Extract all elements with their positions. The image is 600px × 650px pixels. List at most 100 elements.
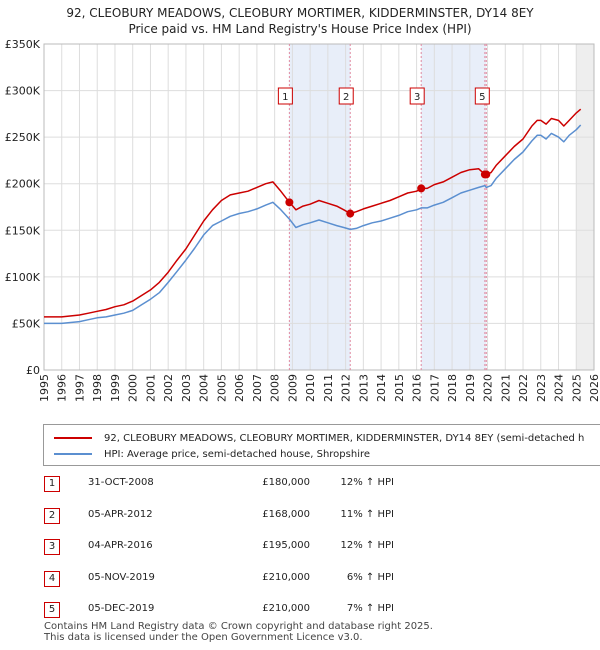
sale-price: £168,000 [262, 508, 310, 520]
sale-box [409, 87, 425, 105]
x-tick-label: 2003 [180, 374, 193, 402]
sale-point [482, 170, 491, 179]
chart-subtitle: Price paid vs. HM Land Registry's House … [128, 22, 472, 36]
sale-box-label: 1 [282, 92, 288, 103]
y-tick-label: £300K [5, 85, 41, 98]
sale-box-label: 5 [479, 92, 485, 103]
x-tick-label: 2009 [286, 374, 299, 402]
y-tick-label: £0 [26, 364, 40, 377]
x-tick-label: 2000 [127, 374, 140, 402]
sale-number: 5 [44, 602, 60, 618]
sale-marker-boxes: 1 2 3 5 [277, 87, 490, 105]
x-tick-label: 2006 [233, 374, 246, 402]
sale-row: 1 31-OCT-2008 £180,000 12% ↑ HPI [44, 472, 544, 504]
footer-attribution: Contains HM Land Registry data © Crown c… [44, 621, 433, 643]
sale-row: 3 04-APR-2016 £195,000 12% ↑ HPI [44, 535, 544, 567]
chart-title-address: 92, CLEOBURY MEADOWS, CLEOBURY MORTIMER,… [66, 6, 534, 20]
x-tick-label: 2024 [553, 374, 566, 402]
legend-swatch-hpi [54, 453, 92, 455]
x-tick-label: 2012 [340, 374, 353, 402]
y-axis-ticks: £0 £50K £100K £150K £200K £250K £300K £350K [5, 38, 41, 377]
x-tick-label: 1999 [109, 374, 122, 402]
sale-date: 04-APR-2016 [88, 540, 153, 551]
sale-number: 3 [44, 539, 60, 555]
sale-number: 4 [44, 570, 60, 587]
sale-box [277, 87, 293, 105]
x-tick-label: 2011 [322, 374, 335, 402]
sale-period-shading [289, 44, 594, 370]
x-tick-label: 2008 [269, 374, 282, 402]
sale-row: 5 05-DEC-2019 £210,000 7% ↑ HPI [44, 598, 544, 630]
footer-copyright: Contains HM Land Registry data © Crown c… [44, 621, 433, 632]
x-tick-label: 2016 [411, 374, 424, 402]
sale-box [338, 87, 354, 105]
sale-hpi-diff: 12% ↑ HPI [340, 477, 394, 488]
x-tick-label: 2001 [144, 374, 157, 402]
y-tick-label: £250K [5, 131, 41, 144]
sale-date: 05-APR-2012 [88, 508, 153, 520]
sale-price: £210,000 [262, 603, 310, 614]
x-tick-label: 2014 [375, 374, 388, 402]
sales-table: 1 31-OCT-2008 £180,000 12% ↑ HPI 2 05-AP… [44, 472, 544, 630]
x-tick-label: 1995 [38, 374, 51, 402]
y-tick-label: £100K [5, 271, 41, 284]
y-tick-label: £200K [5, 178, 41, 191]
x-tick-label: 2002 [162, 374, 175, 402]
x-tick-label: 2019 [464, 374, 477, 402]
x-tick-label: 2021 [499, 374, 512, 402]
sale-number: 1 [44, 476, 60, 492]
legend-item-property: 92, CLEOBURY MEADOWS, CLEOBURY MORTIMER,… [54, 430, 584, 446]
price-chart: 1 2 3 5 £0 £50K £100K £150K £200K £250K £300K £350… [5, 38, 600, 402]
x-tick-label: 2017 [428, 374, 441, 402]
legend-item-hpi: HPI: Average price, semi-detached house,… [54, 446, 370, 462]
sale-price: £195,000 [262, 540, 310, 551]
x-tick-label: 2005 [215, 374, 228, 402]
sale-point [417, 184, 426, 193]
legend-swatch-property [54, 437, 92, 439]
sale-date: 31-OCT-2008 [88, 477, 154, 488]
sale-price: £210,000 [262, 571, 310, 583]
x-tick-label: 2004 [198, 374, 211, 402]
sale-hpi-diff: 12% ↑ HPI [340, 540, 394, 551]
sale-point [285, 198, 294, 207]
x-tick-label: 2018 [446, 374, 459, 402]
x-tick-label: 2007 [251, 374, 264, 402]
x-tick-label: 2022 [517, 374, 530, 402]
x-tick-label: 2015 [393, 374, 406, 402]
grid-lines [43, 43, 595, 371]
sale-box-label: 2 [343, 92, 349, 103]
x-tick-label: 1997 [73, 374, 86, 402]
sale-points [285, 170, 491, 218]
legend: 92, CLEOBURY MEADOWS, CLEOBURY MORTIMER,… [43, 424, 600, 466]
sale-hpi-diff: 11% ↑ HPI [340, 508, 394, 520]
plot-border [43, 43, 595, 371]
y-tick-label: £50K [12, 317, 41, 330]
legend-label-property: 92, CLEOBURY MEADOWS, CLEOBURY MORTIMER,… [104, 432, 585, 444]
x-tick-label: 2025 [570, 374, 583, 402]
y-tick-label: £350K [5, 38, 41, 51]
x-tick-label: 2020 [482, 374, 495, 402]
legend-label-hpi: HPI: Average price, semi-detached house,… [104, 448, 371, 460]
x-tick-label: 1998 [91, 374, 104, 402]
sale-box-label: 3 [414, 92, 420, 103]
sale-date: 05-NOV-2019 [88, 571, 155, 583]
sale-row: 4 05-NOV-2019 £210,000 6% ↑ HPI [44, 567, 544, 599]
hpi-line [44, 124, 582, 325]
x-tick-label: 2010 [304, 374, 317, 402]
x-axis-ticks: 1995 1996 1997 1998 1999 2000 2001 2002 2003 2004… [38, 374, 600, 402]
sale-hpi-diff: 6% ↑ HPI [346, 571, 394, 583]
x-tick-label: 1996 [56, 374, 69, 402]
future-band [576, 44, 594, 370]
x-tick-label: 2026 [588, 374, 600, 402]
footer-licence: This data is licensed under the Open Gov… [44, 632, 363, 643]
sale-row: 2 05-APR-2012 £168,000 11% ↑ HPI [44, 504, 544, 536]
sale-hpi-diff: 7% ↑ HPI [346, 603, 394, 614]
sale-number: 2 [44, 507, 60, 524]
x-tick-label: 2023 [535, 374, 548, 402]
y-tick-label: £150K [5, 224, 41, 237]
sale-box [474, 87, 490, 105]
x-tick-label: 2013 [357, 374, 370, 402]
sale-point [346, 209, 355, 218]
sale-date: 05-DEC-2019 [88, 603, 155, 614]
sale-price: £180,000 [262, 477, 310, 488]
